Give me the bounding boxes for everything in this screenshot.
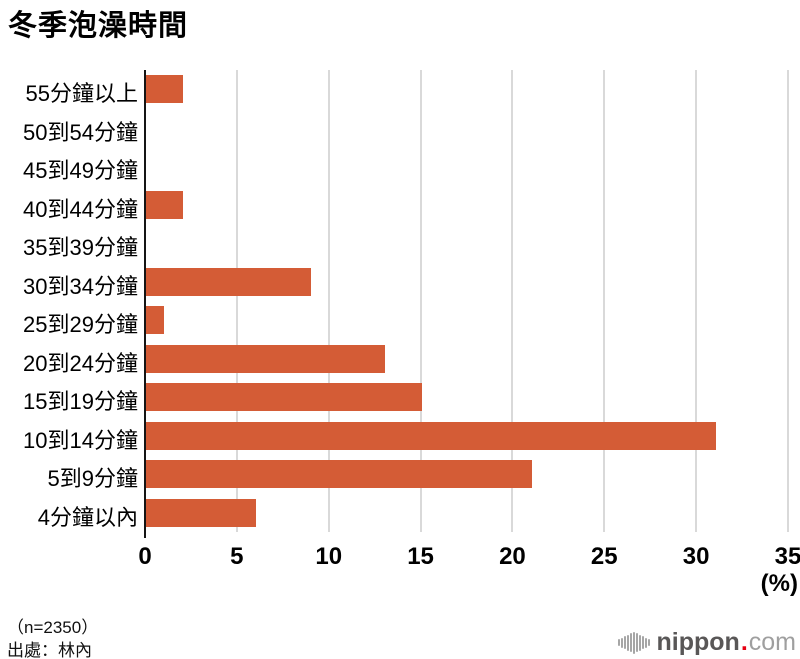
category-label: 25到29分鐘: [23, 312, 138, 338]
category-label: 15到19分鐘: [23, 389, 138, 415]
x-tick-label-25: 25: [590, 543, 618, 570]
source-note: 出處：林內: [7, 641, 92, 659]
gridline-5: [235, 70, 238, 532]
bar: [146, 344, 385, 373]
y-axis-line: [144, 70, 146, 538]
category-label: 45到49分鐘: [23, 158, 138, 184]
x-tick-label-5: 5: [230, 543, 244, 570]
logo-dot: .: [740, 628, 748, 656]
gridline-25: [603, 70, 606, 532]
gridline-20: [511, 70, 514, 532]
category-label: 50到54分鐘: [23, 119, 138, 145]
bar: [146, 383, 422, 412]
logo-text-com: com: [748, 628, 796, 656]
category-label: 40到44分鐘: [23, 196, 138, 222]
x-tick-label-30: 30: [682, 543, 710, 570]
bar: [146, 190, 183, 219]
category-label: 5到9分鐘: [47, 466, 138, 492]
bar: [146, 460, 532, 489]
category-label: 4分鐘以內: [37, 504, 138, 530]
x-tick-label-10: 10: [315, 543, 343, 570]
chart-title: 冬季泡澡時間: [8, 10, 189, 42]
gridline-35: [787, 70, 789, 532]
soundwave-icon: [617, 631, 650, 654]
sample-size-note: （n=2350）: [7, 618, 99, 637]
bar: [146, 267, 312, 296]
gridline-30: [695, 70, 698, 532]
x-tick-label-0: 0: [138, 543, 152, 570]
gridline-10: [327, 70, 330, 532]
category-label: 55分鐘以上: [25, 81, 138, 107]
category-label: 35到39分鐘: [23, 235, 138, 261]
bar: [146, 421, 716, 450]
x-tick-label-15: 15: [407, 543, 434, 570]
nippon-logo: nippon. com: [617, 628, 796, 656]
bar: [146, 306, 165, 335]
category-label: 20到24分鐘: [23, 350, 138, 376]
bar: [146, 75, 183, 104]
gridline-15: [419, 70, 422, 532]
x-tick-label-35: 35: [774, 543, 800, 570]
logo-text-nippon: nippon: [656, 628, 740, 656]
category-label: 10到14分鐘: [23, 427, 138, 453]
bar: [146, 498, 257, 527]
x-axis-unit-label: (%): [760, 570, 798, 597]
category-label: 30到34分鐘: [23, 273, 138, 299]
x-tick-label-20: 20: [499, 543, 526, 570]
